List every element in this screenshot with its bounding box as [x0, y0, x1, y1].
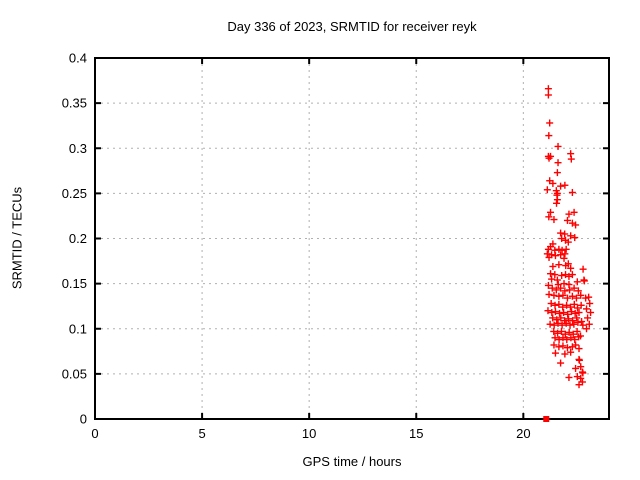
y-tick-label: 0.05	[62, 366, 87, 381]
y-tick-label: 0.4	[69, 51, 87, 66]
y-tick-label: 0.35	[62, 96, 87, 111]
plot-frame	[94, 57, 610, 420]
data-point-square	[543, 416, 550, 422]
y-tick-label: 0.2	[69, 231, 87, 246]
chart-title: Day 336 of 2023, SRMTID for receiver rey…	[227, 19, 477, 34]
x-axis-label: GPS time / hours	[302, 454, 402, 469]
y-tick-label: 0.15	[62, 276, 87, 291]
x-tick-label: 20	[516, 426, 530, 441]
y-tick-label: 0.3	[69, 141, 87, 156]
y-tick-label: 0	[80, 412, 87, 427]
y-tick-label: 0.1	[69, 321, 87, 336]
y-tick-label: 0.25	[62, 186, 87, 201]
x-tick-label: 15	[409, 426, 423, 441]
x-tick-label: 5	[198, 426, 205, 441]
x-tick-label: 10	[302, 426, 316, 441]
x-tick-label: 0	[91, 426, 98, 441]
